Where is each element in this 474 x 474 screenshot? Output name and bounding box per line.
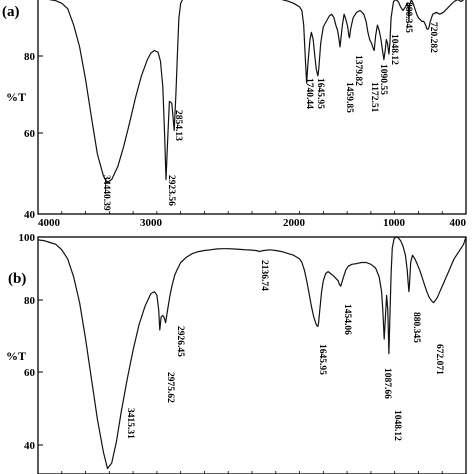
y-tick-label: 40	[24, 440, 36, 452]
peak-label: 3415.31	[125, 408, 135, 439]
peak-label: 1087.66	[382, 368, 392, 399]
panel-b: 40 60 80 100 (b) %T 3415.31 2975.62 2926.45 2136.…	[6, 232, 467, 474]
peak-label: 880.345	[411, 312, 421, 343]
y-tick-label: 80	[24, 51, 36, 63]
peak-label: 2926.45	[175, 326, 185, 357]
peak-label: 1048.12	[389, 34, 399, 65]
x-tick-label: 400	[450, 217, 467, 229]
plot-frame	[37, 236, 467, 474]
x-tick-label: 3000	[140, 217, 163, 229]
spectrum-line	[48, 0, 183, 184]
peak-label: 1090.55	[378, 64, 388, 95]
panel-label: (a)	[2, 4, 20, 20]
panel-label: (b)	[8, 271, 26, 287]
panel-a: 40 60 80 4000 3000 2000 1000 400 (a) %T 34440.39 29…	[2, 0, 467, 229]
peak-label: 1379.82	[353, 55, 363, 86]
x-tick-label: 2000	[283, 217, 306, 229]
peak-label: 2136.74	[259, 260, 269, 291]
peak-label: 1172.51	[369, 82, 379, 113]
peak-label: 1048.12	[392, 410, 402, 441]
peak-label: 2923.56	[166, 175, 176, 206]
y-tick-label: 60	[24, 367, 36, 379]
y-axis-label: %T	[6, 90, 26, 104]
x-tick-label: 4000	[38, 217, 61, 229]
peak-label: 1454.06	[342, 304, 352, 335]
y-axis-label: %T	[6, 349, 26, 363]
peak-label: 34440.39	[101, 175, 111, 211]
peak-label: 2975.62	[165, 372, 175, 403]
spectrum-line	[37, 236, 467, 470]
y-tick-label: 40	[24, 209, 36, 221]
peak-label: 720.282	[428, 22, 438, 53]
peak-label: 1645.95	[315, 78, 325, 109]
peak-label: 2854.13	[173, 110, 183, 141]
spectrum-line	[281, 0, 465, 84]
y-tick-label: 100	[19, 232, 36, 244]
peak-label: 1645.95	[317, 344, 327, 375]
x-tick-label: 1000	[383, 217, 406, 229]
peak-label: 672.071	[434, 344, 444, 375]
peak-label: 1740.44	[304, 78, 314, 109]
y-tick-label: 80	[24, 295, 36, 307]
y-tick-label: 60	[24, 128, 36, 140]
peak-label: 1459.85	[344, 82, 354, 113]
peak-label: 880.345	[403, 2, 413, 33]
